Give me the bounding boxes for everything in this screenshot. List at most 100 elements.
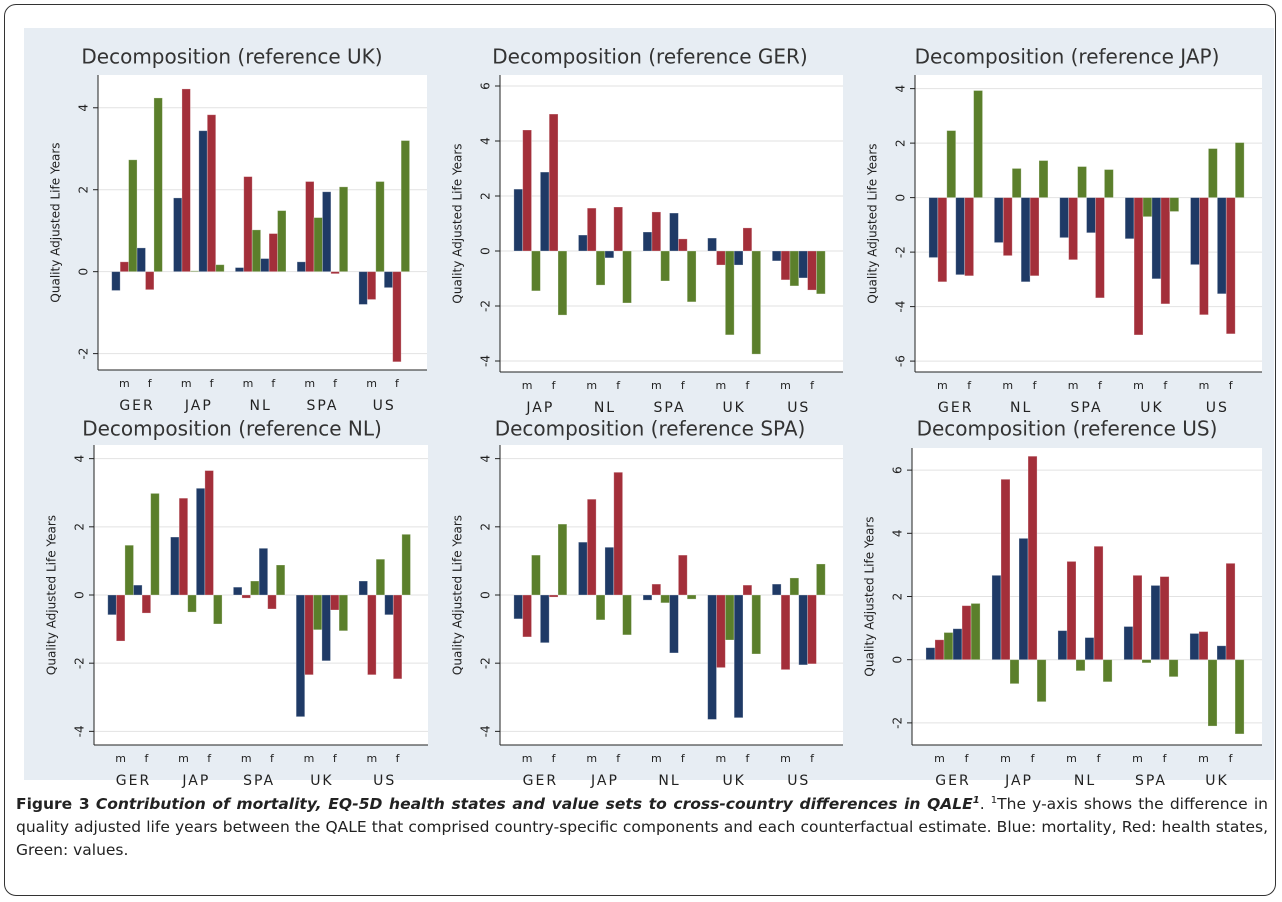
- bar: [1000, 478, 1011, 661]
- chart-title: Decomposition (reference UK): [81, 45, 382, 69]
- bar: [789, 250, 800, 287]
- bar: [1189, 633, 1200, 661]
- y-tick-label: 4: [891, 529, 905, 537]
- bar: [1038, 160, 1049, 199]
- y-tick-label: -4: [894, 301, 908, 313]
- bar: [1018, 537, 1029, 661]
- bar: [707, 594, 717, 720]
- y-tick-label: 6: [479, 82, 493, 90]
- bar: [513, 188, 524, 252]
- bar: [312, 594, 323, 631]
- bar: [539, 594, 550, 644]
- x-tick-label: f: [396, 752, 401, 765]
- caption-text: The y-axis shows the difference in quali…: [16, 795, 1268, 859]
- y-tick-label: 4: [73, 455, 87, 463]
- x-tick-label: m: [937, 379, 948, 392]
- bar: [1133, 197, 1144, 336]
- bar: [955, 197, 966, 276]
- bar: [111, 271, 121, 291]
- bar: [771, 250, 782, 262]
- y-axis-label: Quality Adjusted Life Years: [866, 143, 880, 303]
- x-tick-label: m: [522, 752, 533, 765]
- y-tick-label: 2: [479, 192, 493, 200]
- bar: [595, 250, 606, 286]
- x-tick-label: m: [1132, 752, 1143, 765]
- x-tick-label: f: [1031, 752, 1036, 765]
- bar: [586, 498, 597, 596]
- bar: [321, 594, 331, 662]
- x-tick-label: f: [270, 752, 275, 765]
- bar: [215, 264, 225, 273]
- x-tick-label: m: [115, 752, 126, 765]
- bar: [268, 233, 278, 273]
- x-tick-label: m: [366, 752, 377, 765]
- bar: [586, 207, 597, 252]
- group-label: UK: [1140, 400, 1163, 416]
- y-tick-label: 0: [479, 591, 493, 599]
- caption-label: Figure 3: [16, 795, 90, 813]
- bar: [1011, 168, 1022, 199]
- bar: [277, 210, 287, 273]
- bar: [1168, 659, 1179, 678]
- bar: [613, 206, 624, 252]
- bar: [937, 197, 948, 283]
- bar: [1093, 545, 1104, 661]
- bar: [669, 594, 679, 654]
- bar: [1075, 659, 1086, 672]
- x-tick-label: m: [1068, 379, 1079, 392]
- y-tick-label: -4: [479, 355, 493, 367]
- bar: [367, 594, 377, 676]
- bar: [119, 261, 129, 273]
- x-tick-label: f: [681, 752, 686, 765]
- group-label: UK: [722, 773, 745, 789]
- x-tick-label: m: [522, 379, 533, 392]
- bar: [304, 594, 314, 676]
- x-tick-label: f: [552, 379, 557, 392]
- bar: [964, 197, 975, 277]
- bar: [1066, 561, 1077, 661]
- y-axis-label: Quality Adjusted Life Years: [451, 515, 465, 675]
- bar: [115, 594, 126, 642]
- bar: [1142, 197, 1153, 218]
- bar: [384, 594, 394, 616]
- group-label: NL: [1010, 400, 1032, 416]
- bar: [305, 181, 315, 273]
- bar: [993, 197, 1004, 243]
- bar: [1225, 562, 1236, 661]
- group-label: JAP: [525, 400, 554, 416]
- bar: [296, 261, 306, 273]
- bar: [181, 88, 191, 273]
- bar: [539, 171, 550, 252]
- bar: [934, 639, 945, 661]
- bar: [742, 584, 753, 596]
- bar: [213, 594, 223, 625]
- bar: [1077, 166, 1087, 199]
- x-tick-label: m: [241, 752, 252, 765]
- bar: [170, 536, 180, 596]
- x-tick-label: m: [586, 752, 597, 765]
- x-tick-label: f: [967, 379, 972, 392]
- bar: [1036, 659, 1047, 703]
- bar: [522, 594, 532, 638]
- bar: [1150, 585, 1161, 661]
- y-tick-label: 4: [479, 455, 493, 463]
- group-label: NL: [594, 400, 616, 416]
- bar: [928, 197, 939, 258]
- bar: [522, 129, 532, 252]
- bar: [548, 594, 559, 598]
- x-tick-label: f: [965, 752, 970, 765]
- bar: [651, 583, 662, 596]
- bar: [234, 267, 245, 273]
- bar: [141, 594, 152, 614]
- bar: [250, 580, 260, 596]
- bar: [1124, 197, 1135, 240]
- group-label: NL: [1074, 773, 1096, 789]
- bar: [1151, 197, 1162, 280]
- chart-title: Decomposition (reference JAP): [915, 45, 1220, 69]
- bar: [1086, 197, 1096, 234]
- bar: [275, 564, 286, 596]
- x-tick-label: m: [716, 379, 727, 392]
- bar: [366, 271, 377, 300]
- chart-title: Decomposition (reference NL): [82, 417, 382, 441]
- group-label: GER: [523, 773, 558, 789]
